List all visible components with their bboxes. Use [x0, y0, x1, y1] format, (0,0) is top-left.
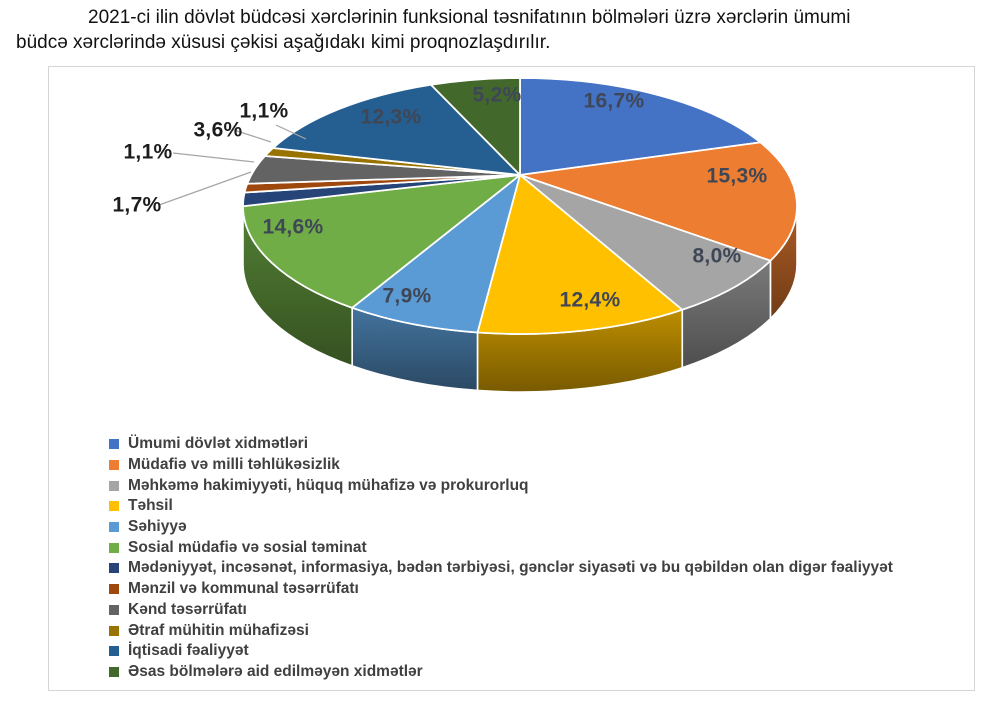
legend-item-10: İqtisadi fəaliyyət	[109, 641, 969, 662]
pie-chart-3d: 16,7%15,3%8,0%12,4%7,9%14,6%1,7%1,1%3,6%…	[112, 77, 798, 393]
legend-item-6: Mədəniyyət, incəsənət, informasiya, bədə…	[109, 558, 969, 579]
leader-line-7	[172, 152, 255, 163]
pie-slice-10	[272, 83, 521, 176]
legend-swatch-11	[109, 666, 119, 677]
pie-slice-11	[430, 77, 521, 176]
slice-label-4: 7,9%	[382, 285, 431, 308]
leader-line-8	[233, 129, 272, 143]
legend-swatch-5	[109, 542, 119, 553]
legend-item-4: Səhiyyə	[109, 517, 969, 538]
legend-swatch-0	[109, 439, 119, 450]
pie-slice-3	[476, 174, 684, 335]
pie-slice-1	[519, 141, 798, 262]
legend-swatch-10	[109, 646, 119, 657]
legend-label-10: İqtisadi fəaliyyət	[128, 642, 249, 660]
chart-area: 16,7% 15,3% 8,0% 12,4% 7,9% 14,6% 1,7% 1,1% 3,6%…	[48, 66, 975, 691]
legend-item-9: Ətraf mühitin mühafizəsi	[109, 620, 969, 641]
pie-slice-5	[242, 174, 521, 309]
slice-label-10: 12,3%	[360, 106, 421, 129]
legend-swatch-1	[109, 460, 119, 471]
slice-label-9: 1,1%	[239, 100, 288, 123]
legend-item-0: Ümumi dövlət xidmətləri	[109, 434, 969, 455]
pie-slice-2	[519, 174, 772, 311]
legend-item-2: Məhkəmə hakimiyyəti, hüquq mühafizə və p…	[109, 475, 969, 496]
legend-item-7: Mənzil və kommunal təsərrüfatı	[109, 579, 969, 600]
pie-slice-4	[351, 174, 521, 334]
slice-label-3: 12,4%	[559, 289, 620, 312]
legend-label-5: Sosial müdafiə və sosial təminat	[128, 538, 367, 556]
legend-item-8: Kənd təsərrüfatı	[109, 600, 969, 621]
slice-label-8: 3,6%	[193, 119, 242, 142]
leader-line-9	[275, 124, 307, 140]
legend-swatch-4	[109, 522, 119, 533]
legend-label-9: Ətraf mühitin mühafizəsi	[128, 621, 309, 639]
slice-label-5: 14,6%	[262, 216, 323, 239]
leader-line-6	[158, 171, 252, 206]
legend-swatch-3	[109, 501, 119, 512]
legend-label-6: Mədəniyyət, incəsənət, informasiya, bədə…	[128, 559, 893, 577]
legend-label-0: Ümumi dövlət xidmətləri	[128, 435, 309, 453]
pie-slice-0	[519, 77, 762, 176]
legend-swatch-6	[109, 563, 119, 574]
legend-swatch-8	[109, 604, 119, 615]
slice-label-1: 15,3%	[706, 165, 767, 188]
caption-line-2: büdcə xərclərində xüsusi çəkisi aşağıdak…	[16, 32, 551, 53]
chart-legend: Ümumi dövlət xidmətləri Müdafiə və milli …	[109, 434, 969, 682]
slice-label-11: 5,2%	[472, 84, 521, 107]
legend-label-4: Səhiyyə	[128, 518, 187, 536]
slice-label-2: 8,0%	[692, 245, 741, 268]
legend-label-1: Müdafiə və milli təhlükəsizlik	[128, 456, 340, 474]
slice-label-0: 16,7%	[583, 90, 644, 113]
legend-swatch-2	[109, 480, 119, 491]
legend-swatch-9	[109, 625, 119, 636]
slice-label-7: 1,1%	[123, 141, 172, 164]
slice-label-6: 1,7%	[112, 194, 161, 217]
legend-label-3: Təhsil	[128, 497, 173, 515]
caption-line-1: 2021-ci ilin dövlət büdcəsi xərclərinin …	[88, 7, 851, 28]
legend-label-11: Əsas bölmələrə aid edilməyən xidmətlər	[128, 662, 423, 680]
legend-item-3: Təhsil	[109, 496, 969, 517]
legend-label-2: Məhkəmə hakimiyyəti, hüquq mühafizə və p…	[128, 476, 529, 494]
legend-label-7: Mənzil və kommunal təsərrüfatı	[128, 580, 359, 598]
chart-caption: 2021-ci ilin dövlət büdcəsi xərclərinin …	[16, 5, 986, 55]
legend-item-5: Sosial müdafiə və sosial təminat	[109, 537, 969, 558]
legend-item-11: Əsas bölmələrə aid edilməyən xidmətlər	[109, 662, 969, 683]
legend-item-1: Müdafiə və milli təhlükəsizlik	[109, 455, 969, 476]
legend-swatch-7	[109, 584, 119, 595]
legend-label-8: Kənd təsərrüfatı	[128, 600, 247, 618]
